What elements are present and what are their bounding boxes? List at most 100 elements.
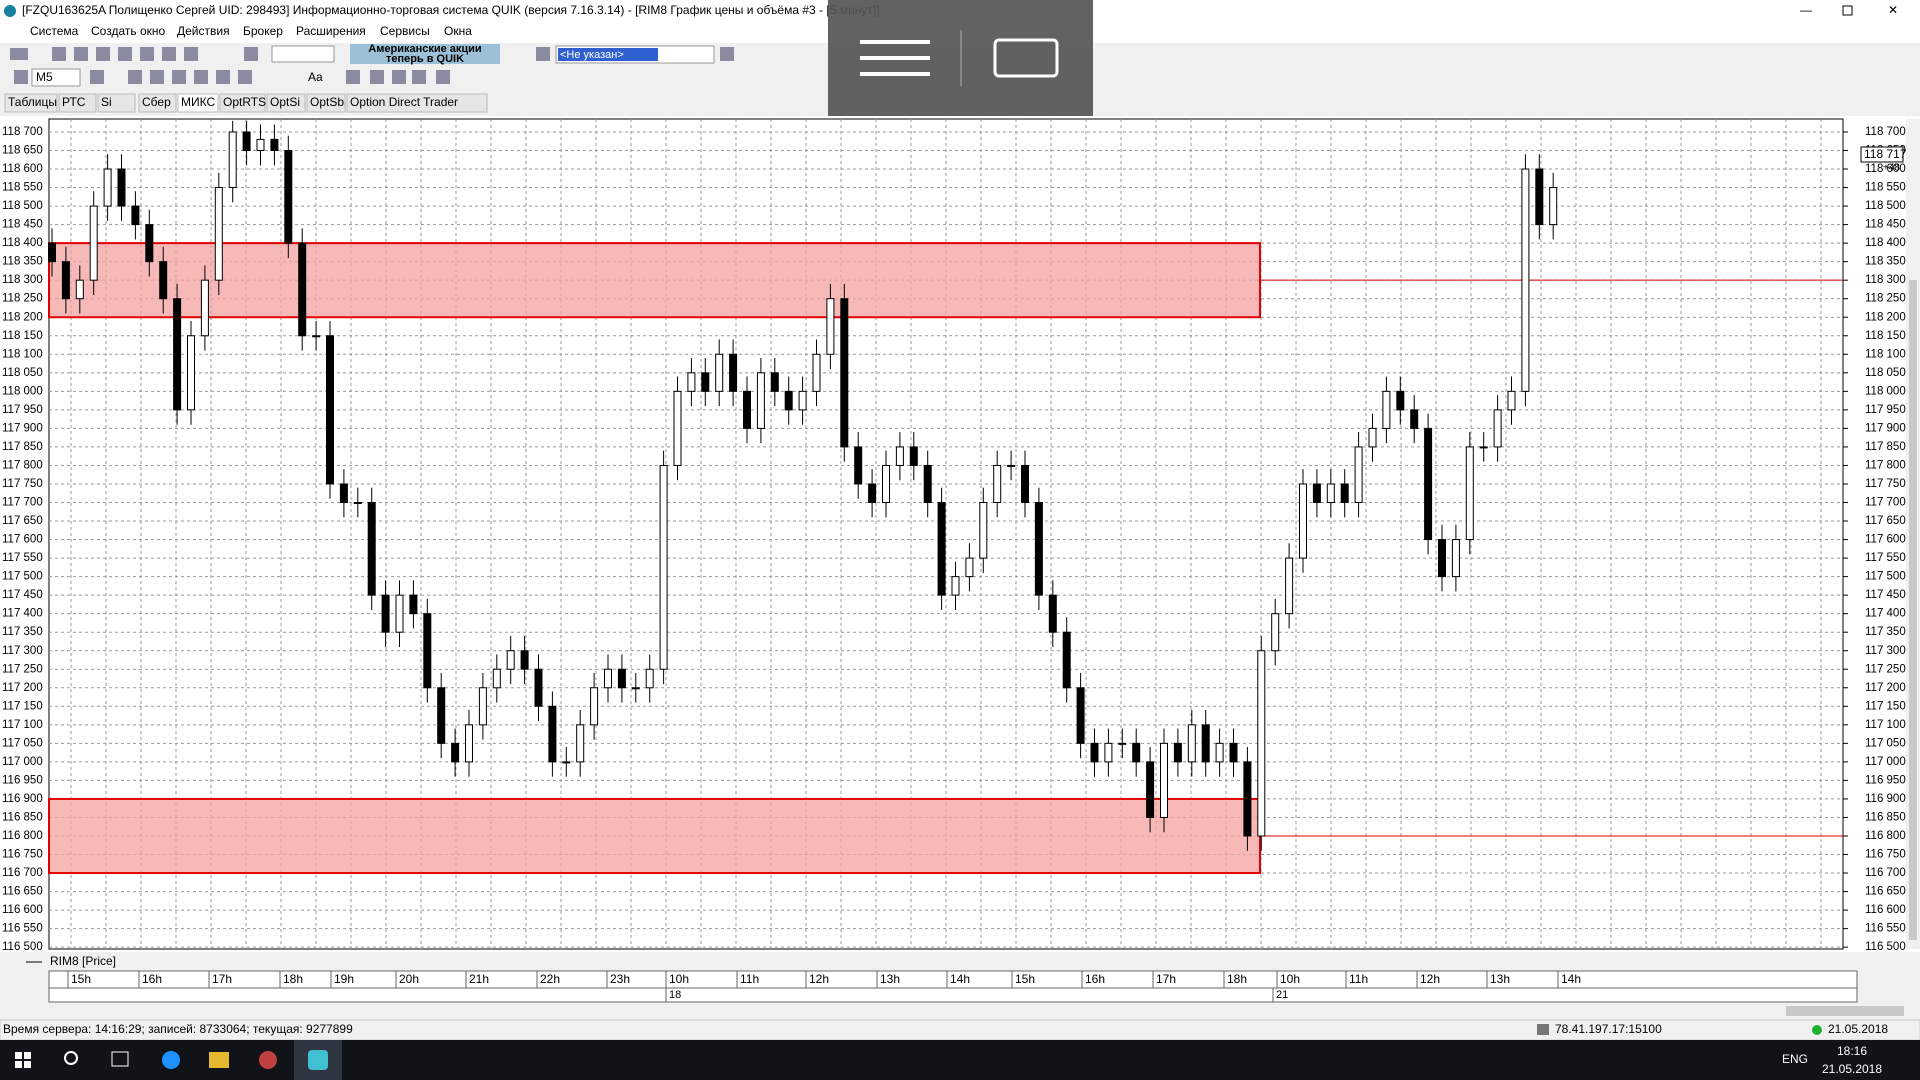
tab-label: OptRTS xyxy=(223,95,266,109)
search-input[interactable] xyxy=(271,45,335,63)
app-icon-2[interactable] xyxy=(259,1051,277,1069)
y-tick-label-right: 117 550 xyxy=(1865,552,1906,564)
candle-body xyxy=(798,390,807,411)
task-view[interactable] xyxy=(111,1051,129,1067)
y-tick-label-right: 118 450 xyxy=(1865,219,1906,231)
y-tick-label: 116 600 xyxy=(2,904,43,916)
menu-item[interactable]: Расширения xyxy=(296,24,366,38)
menu-item[interactable]: Действия xyxy=(177,24,230,38)
candle-body xyxy=(506,650,515,670)
start-button[interactable] xyxy=(15,1052,31,1068)
price-change: +48 xyxy=(1883,163,1900,174)
search-icon[interactable] xyxy=(64,1051,78,1065)
y-tick-label-right: 118 400 xyxy=(1865,237,1906,249)
tab[interactable] xyxy=(58,93,97,113)
maximize[interactable] xyxy=(1842,5,1853,16)
candle-body xyxy=(1410,409,1419,429)
y-tick-label: 117 550 xyxy=(2,552,43,564)
tab[interactable] xyxy=(177,93,219,113)
hamburger[interactable] xyxy=(860,40,930,76)
candle-body xyxy=(534,668,543,707)
timeframe-select[interactable] xyxy=(31,68,81,87)
y-tick-label: 116 500 xyxy=(2,941,43,953)
close[interactable]: ✕ xyxy=(1888,3,1898,17)
candle-body xyxy=(61,261,70,300)
candle-body xyxy=(1132,742,1141,763)
candle-body xyxy=(1438,539,1446,578)
y-tick-label-right: 117 650 xyxy=(1865,515,1906,527)
menu-item[interactable]: Создать окно xyxy=(91,24,165,38)
tab[interactable] xyxy=(219,93,266,113)
tab[interactable] xyxy=(138,93,177,113)
menu-item[interactable]: Сервисы xyxy=(380,24,430,38)
candle-body xyxy=(979,502,988,559)
candle-body xyxy=(659,464,668,670)
h-scrollbar[interactable] xyxy=(0,1004,1920,1018)
y-tick-label: 118 200 xyxy=(2,311,43,323)
h-scroll-thumb[interactable] xyxy=(1786,1006,1904,1016)
menu-item[interactable]: Брокер xyxy=(243,24,283,38)
timeframe: M5 xyxy=(36,70,53,84)
y-tick-label-right: 117 600 xyxy=(1865,534,1906,546)
candle-body xyxy=(1160,742,1168,818)
font-button[interactable]: Aa xyxy=(308,70,323,84)
y-tick-label: 116 850 xyxy=(2,811,43,823)
tab[interactable] xyxy=(4,93,58,113)
y-tick-label-right: 118 050 xyxy=(1865,367,1906,379)
clock-time[interactable]: 18:16 xyxy=(1837,1044,1867,1058)
y-tick-label: 118 550 xyxy=(2,182,43,194)
candle-body xyxy=(604,668,612,689)
status-date: 21.05.2018 xyxy=(1828,1022,1888,1036)
x-tick-label: 14h xyxy=(1561,972,1581,986)
tab[interactable] xyxy=(346,93,488,113)
candle-body xyxy=(937,502,946,596)
y-tick-label: 117 000 xyxy=(2,756,43,768)
app-icon xyxy=(4,5,16,17)
menu-item[interactable]: Система xyxy=(30,24,79,38)
tab[interactable] xyxy=(266,93,306,113)
candle-body xyxy=(478,687,487,726)
candle-body xyxy=(1118,742,1127,745)
y-tick-label: 117 050 xyxy=(2,737,43,749)
candle-body xyxy=(465,724,473,763)
x-tick-label: 18h xyxy=(283,972,303,986)
candle-body xyxy=(1354,446,1363,504)
x-tick-label: 13h xyxy=(880,972,900,986)
v-scroll-thumb[interactable] xyxy=(1909,280,1917,940)
tab-label: РТС xyxy=(62,95,86,109)
candle-body xyxy=(492,668,501,689)
candle-body xyxy=(131,205,140,226)
y-tick-label: 117 400 xyxy=(2,608,43,620)
y-tick-label-right: 117 850 xyxy=(1865,441,1906,453)
clock-date[interactable]: 21.05.2018 xyxy=(1822,1062,1882,1076)
tab[interactable] xyxy=(306,93,346,113)
explorer-icon[interactable] xyxy=(209,1052,229,1068)
menu-item[interactable]: Окна xyxy=(444,24,472,38)
x-axis xyxy=(48,970,1858,1003)
candle-body xyxy=(520,650,529,670)
tab-label: Option Direct Trader xyxy=(350,95,458,109)
y-tick-label-right: 117 050 xyxy=(1865,737,1906,749)
candle-body xyxy=(1076,687,1085,744)
y-tick-label: 116 750 xyxy=(2,849,43,861)
y-tick-label-right: 117 700 xyxy=(1865,497,1906,509)
y-tick-label: 116 700 xyxy=(2,867,43,879)
x-tick-label: 15h xyxy=(71,972,91,986)
candle-body xyxy=(965,557,974,578)
x-tick-label: 15h xyxy=(1015,972,1035,986)
y-tick-label: 117 350 xyxy=(2,626,43,638)
candle-body xyxy=(909,446,918,466)
tab[interactable] xyxy=(97,93,136,113)
ie-icon[interactable] xyxy=(162,1051,180,1069)
candle-body xyxy=(854,446,863,485)
y-tick-label-right: 116 650 xyxy=(1865,886,1906,898)
candle-body xyxy=(381,594,390,633)
minimize[interactable]: — xyxy=(1800,3,1812,17)
y-tick-label: 117 700 xyxy=(2,497,43,509)
window-title: [FZQU163625A Полищенко Сергей UID: 29849… xyxy=(22,3,879,17)
lang[interactable]: ENG xyxy=(1782,1052,1808,1066)
keyboard-icon[interactable] xyxy=(993,38,1059,78)
candle-body xyxy=(1465,446,1474,541)
banner[interactable] xyxy=(350,44,500,64)
candle-body xyxy=(1062,631,1071,689)
